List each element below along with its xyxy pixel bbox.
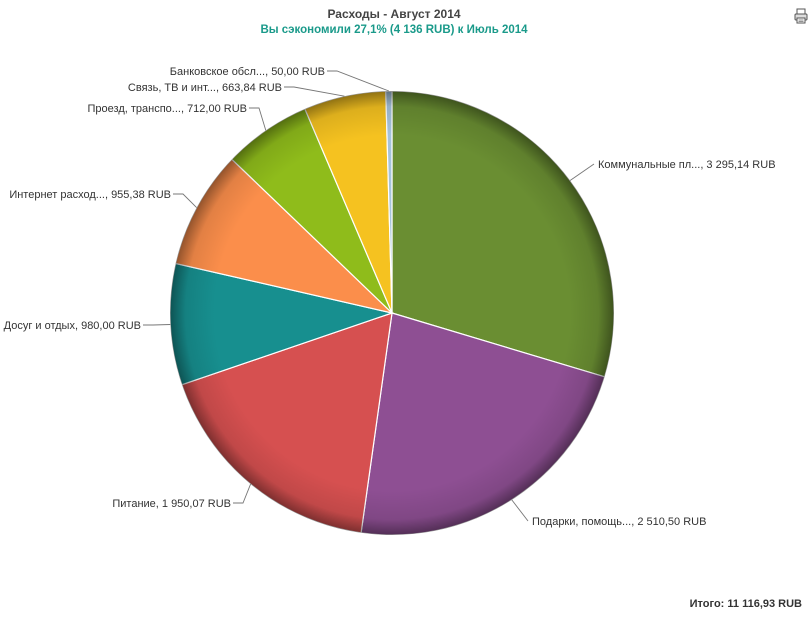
leader-line	[233, 483, 252, 504]
slice-label: Проезд, транспо..., 712,00 RUB	[88, 103, 247, 115]
leader-line	[284, 86, 345, 97]
leader-line	[143, 324, 171, 326]
total-sum: Итого: 11 116,93 RUB	[689, 598, 802, 610]
slice-label: Досуг и отдых, 980,00 RUB	[4, 320, 141, 332]
leader-line	[173, 193, 197, 208]
leader-line	[327, 70, 390, 92]
leader-line	[249, 107, 267, 131]
chart-subtitle: Вы сэкономили 27,1% (4 136 RUB) к Июль 2…	[260, 24, 528, 36]
slice-label: Коммунальные пл..., 3 295,14 RUB	[598, 159, 776, 171]
slice-label: Связь, ТВ и инт..., 663,84 RUB	[128, 82, 282, 94]
leader-line	[511, 499, 529, 522]
slice-label: Интернет расход..., 955,38 RUB	[9, 189, 171, 201]
leader-line	[569, 163, 595, 181]
print-export-icon[interactable]	[794, 8, 808, 24]
slice-label: Питание, 1 950,07 RUB	[112, 498, 231, 510]
slice-label: Банковское обсл..., 50,00 RUB	[170, 66, 325, 78]
chart-title: Расходы - Август 2014	[327, 7, 461, 21]
slice-label: Подарки, помощь..., 2 510,50 RUB	[532, 516, 706, 528]
